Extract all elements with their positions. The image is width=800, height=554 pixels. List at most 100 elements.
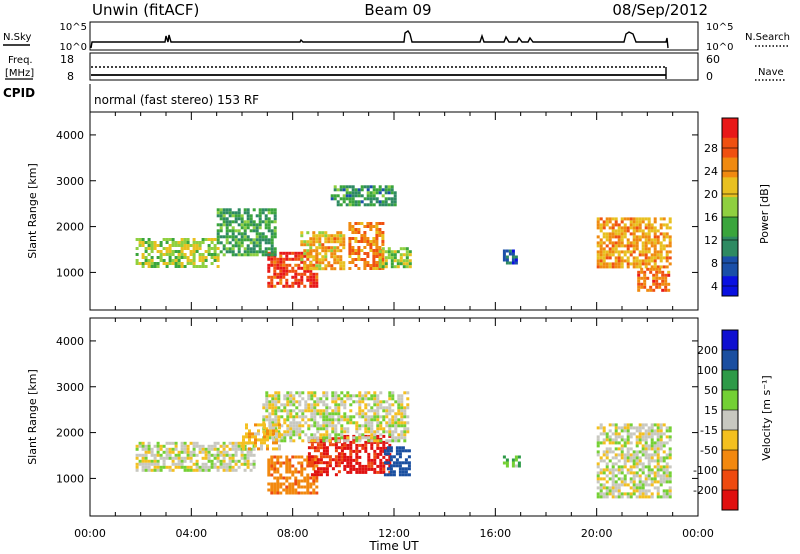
velocity-cell <box>265 391 269 395</box>
velocity-cell <box>279 491 283 495</box>
velocity-cell <box>304 403 308 407</box>
power-cell <box>303 261 307 265</box>
power-cell <box>318 240 322 244</box>
power-cell <box>270 278 274 282</box>
velocity-cell <box>352 421 356 425</box>
power-cell <box>408 259 412 263</box>
power-cell <box>306 255 310 259</box>
power-cell <box>252 241 256 245</box>
velocity-cell <box>653 429 657 433</box>
velocity-cell <box>331 421 335 425</box>
power-cell <box>273 232 277 236</box>
velocity-cell <box>659 456 663 460</box>
power-cell <box>620 232 624 236</box>
power-cell <box>632 256 636 260</box>
velocity-cell <box>644 456 648 460</box>
power-cell <box>243 226 247 230</box>
velocity-cell <box>346 439 350 443</box>
velocity-cell <box>288 488 292 492</box>
power-cell <box>282 284 286 288</box>
power-cell <box>348 225 352 228</box>
velocity-cell <box>392 473 396 477</box>
velocity-cell <box>242 435 245 439</box>
power-cell <box>342 264 346 268</box>
velocity-cell <box>135 468 139 472</box>
power-cell <box>312 249 316 253</box>
velocity-cell <box>265 418 269 422</box>
velocity-cell <box>310 391 314 395</box>
velocity-cell <box>225 450 229 454</box>
power-cell <box>617 226 621 230</box>
power-cell <box>147 262 151 265</box>
velocity-cell <box>277 421 281 425</box>
power-cell <box>605 223 609 227</box>
velocity-cell <box>242 438 245 442</box>
velocity-cell <box>614 495 618 499</box>
velocity-cell <box>623 429 627 433</box>
velocity-cell <box>207 459 211 463</box>
velocity-cell <box>614 441 618 445</box>
velocity-cell <box>358 464 362 468</box>
velocity-cell <box>168 465 172 469</box>
velocity-cell <box>382 443 386 447</box>
velocity-cell <box>388 464 392 468</box>
velocity-cell <box>285 458 289 462</box>
power-cell <box>243 223 247 227</box>
velocity-cell <box>337 412 341 416</box>
power-cell <box>626 244 630 248</box>
power-cell <box>219 217 223 221</box>
velocity-cell <box>277 430 281 434</box>
power-cell <box>381 250 385 254</box>
power-cell <box>312 258 316 262</box>
velocity-cell <box>319 415 323 419</box>
velocity-cell <box>653 474 657 478</box>
velocity-cell <box>647 462 651 466</box>
velocity-cell <box>274 394 278 398</box>
velocity-cell <box>641 453 645 457</box>
power-cell <box>315 264 319 268</box>
velocity-cell <box>334 443 338 447</box>
velocity-cell <box>641 492 645 496</box>
velocity-cell <box>334 424 338 428</box>
power-cell <box>171 244 175 247</box>
power-cell <box>632 217 636 221</box>
velocity-cell <box>611 480 615 484</box>
power-cell <box>348 252 352 255</box>
power-cell <box>321 261 325 265</box>
power-cell <box>312 237 316 241</box>
power-cell <box>273 247 277 251</box>
velocity-cell <box>325 464 329 468</box>
power-cell <box>339 255 343 259</box>
power-cell <box>219 250 223 254</box>
velocity-cell <box>275 435 278 439</box>
velocity-cell <box>659 429 663 433</box>
velocity-cell <box>665 426 669 430</box>
power-cell <box>336 255 340 259</box>
velocity-cell <box>376 394 380 398</box>
velocity-cell <box>361 409 365 413</box>
velocity-cell <box>153 444 157 448</box>
power-cell <box>502 258 506 262</box>
velocity-cell <box>401 467 405 471</box>
velocity-cell <box>611 423 615 427</box>
power-cell <box>363 203 367 207</box>
velocity-cell <box>248 435 251 439</box>
power-cell <box>216 223 220 227</box>
power-cell <box>174 241 178 244</box>
velocity-cell <box>391 397 395 401</box>
velocity-cell <box>325 452 329 456</box>
velocity-cell <box>322 415 326 419</box>
power-cell <box>599 238 603 242</box>
velocity-cell <box>370 458 374 462</box>
power-cell <box>375 237 379 240</box>
velocity-cell <box>310 464 314 468</box>
power-cell <box>390 259 394 263</box>
power-cell <box>646 267 650 271</box>
velocity-cell <box>331 394 335 398</box>
power-cell <box>360 258 364 261</box>
velocity-cell <box>647 474 651 478</box>
power-cell <box>405 265 409 269</box>
velocity-cell <box>650 495 654 499</box>
power-cell <box>324 240 328 244</box>
